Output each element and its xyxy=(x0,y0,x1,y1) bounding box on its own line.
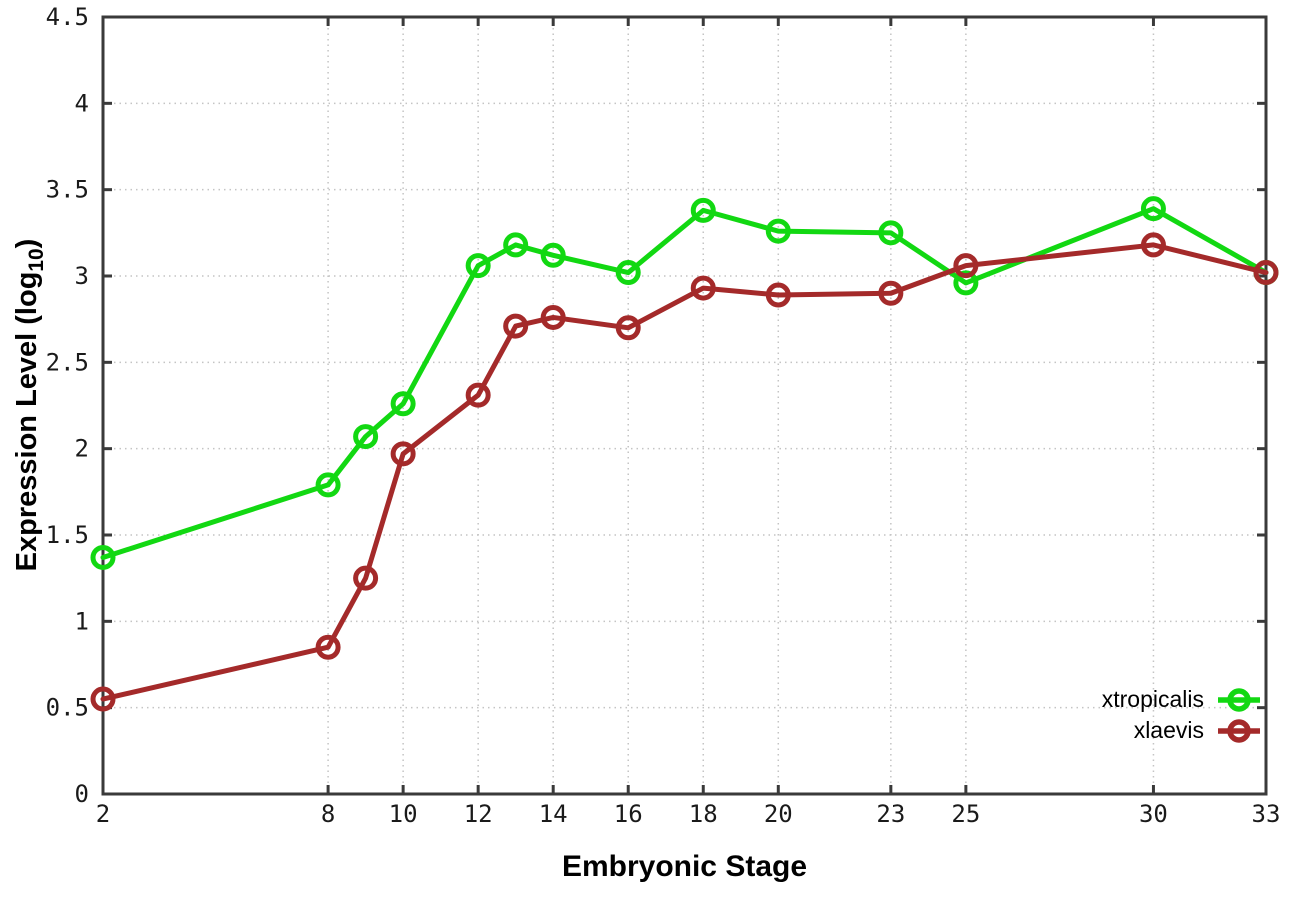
y-tick-label: 0 xyxy=(75,780,89,808)
y-tick-label: 1 xyxy=(75,607,89,635)
x-tick-label: 20 xyxy=(764,800,793,828)
legend-item-xtropicalis: xtropicalis xyxy=(1102,684,1262,715)
series-line-xtropicalis xyxy=(100,206,1269,560)
x-tick-label: 14 xyxy=(539,800,568,828)
x-tick-label: 18 xyxy=(689,800,718,828)
x-tick-label: 8 xyxy=(321,800,335,828)
data-point-xlaevis-stage-20 xyxy=(765,282,791,308)
x-tick-label: 23 xyxy=(876,800,905,828)
chart-legend: xtropicalis xlaevis xyxy=(1102,684,1262,746)
x-tick-label: 2 xyxy=(96,800,110,828)
data-point-xtropicalis-stage-23 xyxy=(878,220,904,246)
y-tick-label: 1.5 xyxy=(46,521,89,549)
data-point-xlaevis-stage-8 xyxy=(315,634,341,660)
legend-marker-xtropicalis-icon xyxy=(1218,687,1260,712)
y-axis-title-text: Expression Level (log xyxy=(11,271,44,572)
y-tick-label: 2.5 xyxy=(46,348,89,376)
data-point-xlaevis-stage-23 xyxy=(878,280,904,306)
x-axis-title: Embryonic Stage xyxy=(561,850,808,883)
data-point-xtropicalis-stage-13 xyxy=(503,232,529,258)
x-tick-label: 12 xyxy=(464,800,493,828)
legend-label-xlaevis: xlaevis xyxy=(1133,717,1204,743)
data-point-xlaevis-stage-16 xyxy=(615,315,641,341)
data-point-xlaevis-stage-10 xyxy=(390,441,416,467)
data-point-xlaevis-stage-2 xyxy=(90,686,116,712)
data-point-xlaevis-stage-13 xyxy=(503,313,529,339)
y-tick-label: 0.5 xyxy=(46,694,89,722)
y-axis-title-suffix: ) xyxy=(11,238,44,249)
data-point-xtropicalis-stage-2 xyxy=(90,544,116,570)
y-axis-title: Expression Level (log10) xyxy=(11,239,49,572)
data-point-xtropicalis-stage-18 xyxy=(690,197,716,223)
legend-marker-xlaevis-icon xyxy=(1218,718,1260,743)
y-tick-label: 3.5 xyxy=(46,176,89,204)
data-point-xtropicalis-stage-8 xyxy=(315,472,341,498)
data-point-xtropicalis-stage-25 xyxy=(953,270,979,296)
data-point-xlaevis-stage-14 xyxy=(540,304,566,330)
data-point-xlaevis-stage-25 xyxy=(953,253,979,279)
data-point-xtropicalis-stage-14 xyxy=(540,242,566,268)
y-tick-label: 3 xyxy=(75,262,89,290)
legend-label-xtropicalis: xtropicalis xyxy=(1101,686,1204,712)
x-tick-label: 16 xyxy=(614,800,643,828)
plot-border xyxy=(101,15,1268,796)
data-point-xtropicalis-stage-10 xyxy=(390,391,416,417)
data-point-xlaevis-stage-9 xyxy=(353,565,379,591)
data-point-xlaevis-stage-33 xyxy=(1253,260,1279,286)
data-point-xtropicalis-stage-9 xyxy=(353,424,379,450)
legend-item-xlaevis: xlaevis xyxy=(1134,715,1262,746)
x-tick-label: 33 xyxy=(1252,800,1281,828)
data-point-xtropicalis-stage-20 xyxy=(765,218,791,244)
x-tick-label: 10 xyxy=(389,800,418,828)
y-axis-title-subscript: 10 xyxy=(24,248,48,272)
series-line-xlaevis xyxy=(100,242,1269,702)
x-tick-label: 30 xyxy=(1139,800,1168,828)
data-point-xlaevis-stage-18 xyxy=(690,275,716,301)
data-point-xlaevis-stage-12 xyxy=(465,382,491,408)
y-tick-label: 2 xyxy=(75,435,89,463)
data-point-xlaevis-stage-30 xyxy=(1140,232,1166,258)
data-point-xtropicalis-stage-30 xyxy=(1140,196,1166,222)
data-point-xtropicalis-stage-16 xyxy=(615,260,641,286)
y-tick-label: 4.5 xyxy=(46,3,89,31)
data-point-xtropicalis-stage-12 xyxy=(465,253,491,279)
x-tick-label: 25 xyxy=(951,800,980,828)
y-tick-label: 4 xyxy=(75,89,89,117)
